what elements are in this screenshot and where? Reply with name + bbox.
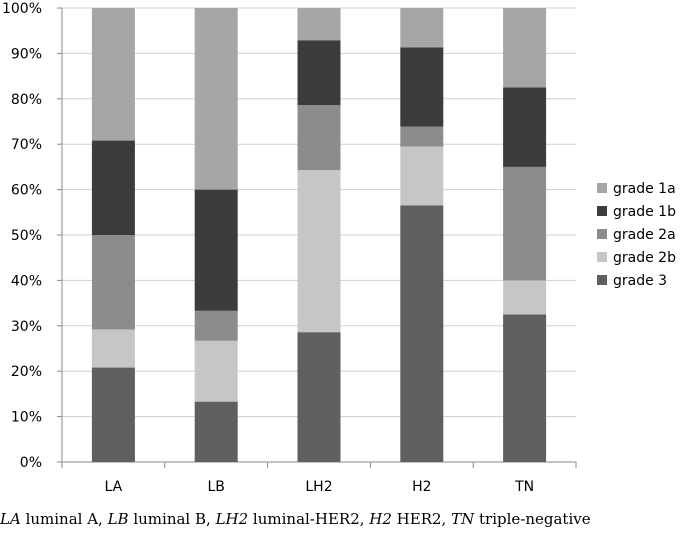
caption-abbreviation: H2 bbox=[369, 510, 392, 528]
bar-segment bbox=[91, 329, 135, 368]
bar-segment bbox=[400, 8, 444, 48]
stacked-bar-chart: 0% 10% 20% 30% 40% 50% 60% 70% 80% 90% 100% LA LB LH… bbox=[2, 1, 676, 495]
y-axis-tick-labels: 0% 10% 20% 30% 40% 50% 60% 70% 80% 90% 100% bbox=[2, 1, 42, 471]
legend-entry: grade 1a bbox=[613, 181, 676, 197]
bar-segment bbox=[400, 205, 444, 463]
bar-segment bbox=[297, 8, 341, 41]
x-tick-label: LB bbox=[207, 479, 224, 495]
y-tick-label: 70% bbox=[11, 137, 42, 153]
bar-segment bbox=[297, 332, 341, 462]
bar-segment bbox=[400, 47, 444, 127]
y-tick-label: 50% bbox=[11, 228, 42, 244]
bar-segment bbox=[194, 401, 238, 462]
legend: grade 1a grade 1b grade 2a grade 2b grade 3 bbox=[597, 181, 676, 289]
y-tick-label: 40% bbox=[11, 273, 42, 289]
bar-segment bbox=[194, 310, 238, 341]
caption-abbreviation: LA bbox=[0, 510, 21, 528]
legend-swatch bbox=[597, 183, 607, 193]
legend-swatch bbox=[597, 206, 607, 216]
x-tick-label: LA bbox=[105, 479, 123, 495]
bar-segment bbox=[503, 280, 547, 315]
caption-abbreviation: TN bbox=[451, 510, 475, 528]
bar-segment bbox=[91, 235, 135, 330]
x-tick-label: H2 bbox=[412, 479, 431, 495]
bar-segment bbox=[503, 8, 547, 88]
caption-definition: luminal B, bbox=[128, 510, 216, 528]
legend-entry: grade 2b bbox=[613, 250, 676, 266]
bar-segment bbox=[400, 146, 444, 206]
caption-definition: luminal-HER2, bbox=[248, 510, 370, 528]
bar-segment bbox=[503, 314, 547, 462]
legend-entry: grade 2a bbox=[613, 227, 676, 243]
caption-definition: luminal A, bbox=[20, 510, 108, 528]
bar-segment bbox=[297, 170, 341, 333]
x-tick-label: TN bbox=[514, 479, 534, 495]
caption-abbreviation: LH2 bbox=[215, 510, 249, 528]
bar-segment bbox=[297, 40, 341, 106]
bar-segment bbox=[503, 87, 547, 167]
bar-segment bbox=[297, 105, 341, 171]
bar-segment bbox=[194, 8, 238, 190]
bar-segment bbox=[400, 126, 444, 147]
bar-segment bbox=[194, 340, 238, 402]
y-tick-label: 80% bbox=[11, 92, 42, 108]
x-tick-label: LH2 bbox=[305, 479, 332, 495]
caption-abbreviation: LB bbox=[107, 510, 129, 528]
bar-segment bbox=[503, 166, 547, 281]
caption-definition: triple-negative bbox=[474, 510, 591, 528]
bar-segment bbox=[194, 189, 238, 311]
bars bbox=[91, 8, 547, 463]
y-tick-label: 100% bbox=[2, 1, 42, 17]
bar-segment bbox=[91, 8, 135, 141]
y-tick-label: 30% bbox=[11, 319, 42, 335]
legend-swatch bbox=[597, 229, 607, 239]
y-tick-label: 10% bbox=[11, 410, 42, 426]
caption-definition: HER2, bbox=[391, 510, 452, 528]
y-tick-label: 60% bbox=[11, 183, 42, 199]
y-tick-label: 0% bbox=[20, 455, 42, 471]
y-tick-label: 20% bbox=[11, 364, 42, 380]
y-tick-label: 90% bbox=[11, 46, 42, 62]
legend-swatch bbox=[597, 275, 607, 285]
legend-swatch bbox=[597, 252, 607, 262]
bar-segment bbox=[91, 140, 135, 235]
legend-entry: grade 3 bbox=[613, 273, 667, 289]
legend-entry: grade 1b bbox=[613, 204, 676, 220]
x-axis-tick-labels: LA LB LH2 H2 TN bbox=[105, 479, 535, 495]
figure-caption: LA luminal A, LB luminal B, LH2 luminal-… bbox=[0, 510, 685, 528]
bar-segment bbox=[91, 367, 135, 462]
